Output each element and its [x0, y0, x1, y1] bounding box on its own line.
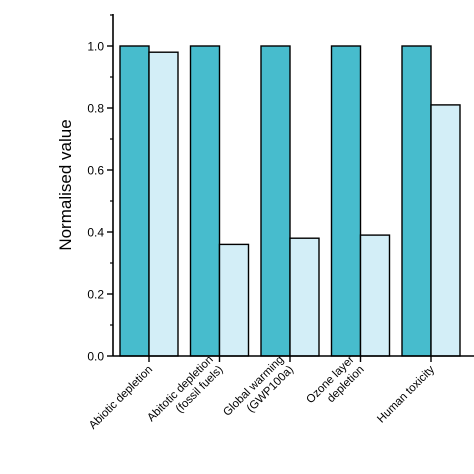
y-tick-marks — [107, 14, 113, 357]
bar-series-1-cat-3 — [260, 45, 291, 357]
bar-series-1-cat-2 — [189, 45, 221, 357]
y-tick-label: 0.4 — [87, 226, 104, 240]
bar-series-1-cat-5 — [401, 45, 432, 357]
bars-layer — [119, 45, 461, 357]
bar-series-2-cat-5 — [430, 104, 461, 357]
x-category-label: Human toxicity — [375, 363, 437, 425]
y-tick-label: 0.8 — [87, 102, 104, 116]
bar-series-2-cat-4 — [359, 234, 391, 357]
bar-series-2-cat-2 — [218, 243, 250, 357]
y-tick-label: 0.0 — [87, 350, 104, 364]
y-tick-labels: 0.0 0.2 0.4 0.6 0.8 1.0 — [87, 40, 104, 364]
y-axis-title: Normalised value — [56, 119, 75, 250]
x-tick-marks — [148, 356, 432, 362]
bar-series-1-cat-1 — [119, 45, 150, 357]
bar-series-2-cat-1 — [148, 51, 179, 357]
y-tick-label: 0.6 — [87, 164, 104, 178]
bar-series-2-cat-3 — [289, 237, 320, 357]
x-category-label: Abiotic depletion — [87, 364, 155, 432]
y-tick-label: 0.2 — [87, 288, 104, 302]
bar-series-1-cat-4 — [330, 45, 362, 357]
y-tick-label: 1.0 — [87, 40, 104, 54]
